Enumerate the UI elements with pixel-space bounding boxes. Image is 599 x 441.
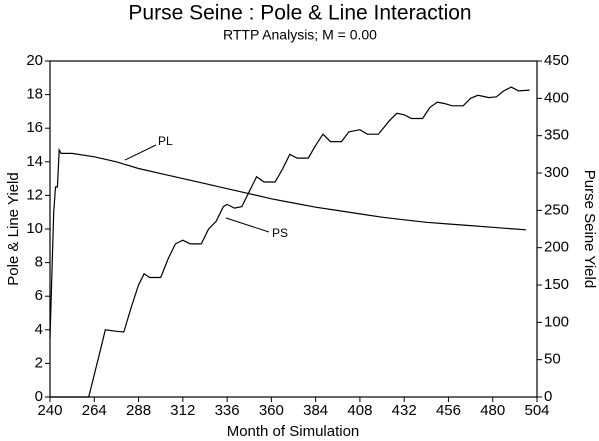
y2-tick-label: 0 [544, 388, 552, 405]
plot-frame [49, 60, 538, 398]
y-tick-label: 2 [35, 354, 43, 371]
x-tick-label: 384 [303, 402, 328, 419]
series-line [49, 147, 526, 339]
y-tick-label: 20 [26, 52, 43, 69]
x-axis-label: Month of Simulation [227, 423, 360, 440]
series-label: PS [272, 226, 288, 240]
y2-tick-label: 50 [544, 351, 561, 368]
label-leader [225, 217, 270, 233]
series-line [50, 86, 530, 398]
y-tick-label: 14 [26, 153, 43, 170]
y-tick-label: 10 [26, 220, 43, 237]
y-axis-label: Pole & Line Yield [5, 172, 22, 285]
x-tick-label: 312 [170, 402, 195, 419]
x-tick-label: 504 [524, 402, 549, 419]
x-tick-label: 264 [82, 402, 107, 419]
x-tick-label: 456 [436, 402, 461, 419]
x-tick-label: 240 [37, 402, 62, 419]
y2-tick-label: 100 [544, 313, 569, 330]
x-tick-label: 288 [126, 402, 151, 419]
series-label: PL [158, 134, 173, 148]
x-tick-label: 432 [392, 402, 417, 419]
y-tick-label: 12 [26, 186, 43, 203]
x-tick-label: 336 [215, 402, 240, 419]
x-tick-label: 408 [347, 402, 372, 419]
y2-tick-label: 150 [544, 276, 569, 293]
y2-tick-label: 200 [544, 239, 569, 256]
y-tick-label: 16 [26, 119, 43, 136]
y2-axis-label: Purse Seine Yield [581, 170, 598, 288]
x-tick-label: 480 [480, 402, 505, 419]
y2-tick-label: 300 [544, 164, 569, 181]
y-tick-label: 8 [35, 254, 43, 271]
y-tick-label: 6 [35, 287, 43, 304]
chart-title: Purse Seine : Pole & Line Interaction [128, 2, 471, 25]
y2-tick-label: 400 [544, 89, 569, 106]
x-tick-label: 360 [259, 402, 284, 419]
y-tick-label: 0 [35, 388, 43, 405]
y-tick-label: 18 [26, 86, 43, 103]
y2-tick-label: 350 [544, 127, 569, 144]
label-leader [124, 144, 157, 161]
y2-tick-label: 450 [544, 52, 569, 69]
y2-tick-label: 250 [544, 201, 569, 218]
chart-subtitle: RTTP Analysis; M = 0.00 [223, 27, 377, 43]
y-tick-label: 4 [35, 321, 43, 338]
